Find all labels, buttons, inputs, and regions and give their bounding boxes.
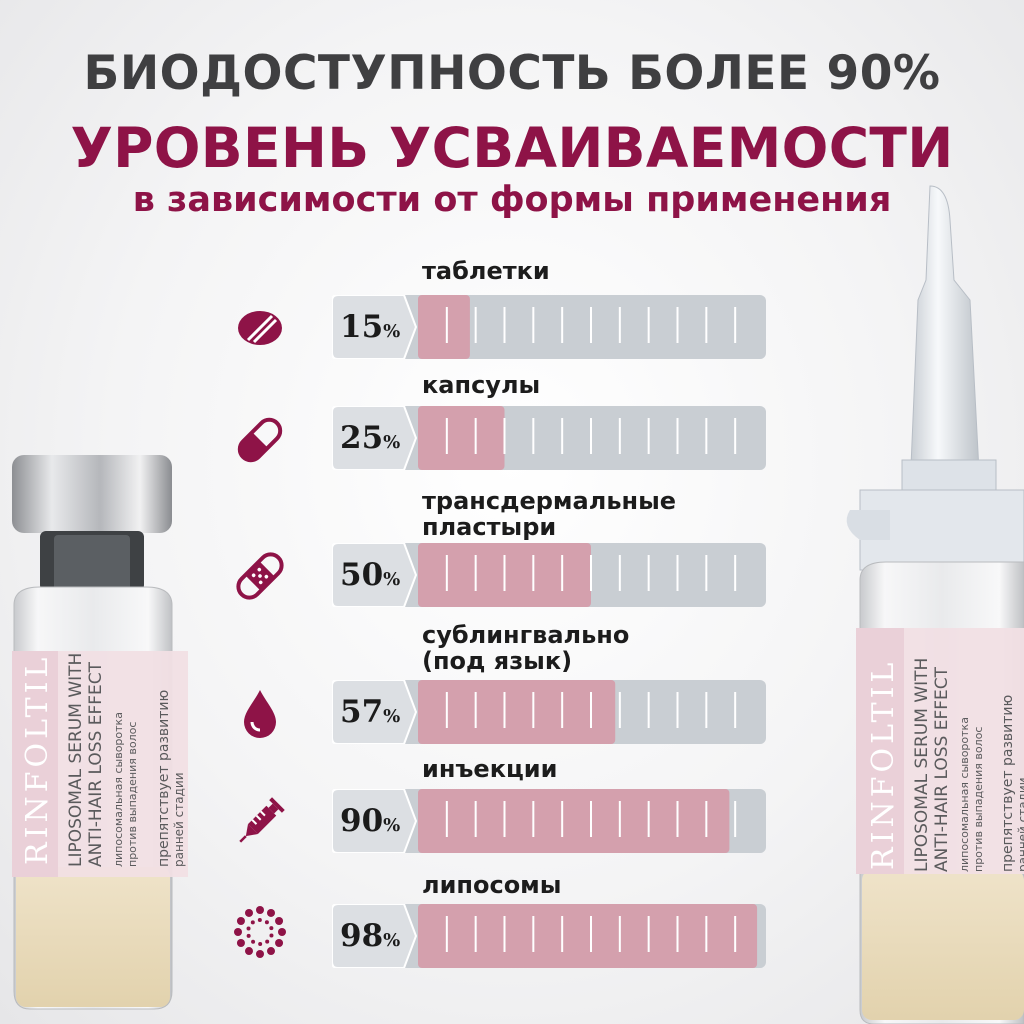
category-label-sublingual: сублингвально (под язык)	[422, 621, 630, 675]
chart-subtitle: в зависимости от формы применения	[132, 180, 892, 220]
chart-title: УРОВЕНЬ УСВАИВАЕМОСТИ	[70, 116, 954, 180]
liposome-inner-dot	[246, 933, 251, 938]
drop-icon	[232, 684, 288, 740]
liposome-outer-dot	[256, 950, 264, 958]
category-label-capsules: капсулы	[422, 371, 541, 399]
liposome-outer-dot	[245, 947, 253, 956]
pill-tablet-icon	[232, 300, 288, 356]
product-en-right-2: ANTI-HAIR LOSS EFFECT	[932, 666, 952, 872]
product-ru-left-1: липосомальная сыворотка	[112, 712, 125, 867]
liposome-inner-dot	[269, 926, 274, 931]
brand-label-right: RINFOLTIL	[866, 658, 901, 870]
liposome-outer-dot	[275, 939, 284, 947]
liposome-outer-dot	[278, 928, 286, 936]
value-label-injections: 90%	[340, 803, 401, 839]
category-label-tablets: таблетки	[422, 257, 550, 285]
bar-tablets: 15%	[331, 294, 766, 360]
bar-fill	[418, 406, 505, 470]
category-label-patches: трансдермальные пластыри	[422, 487, 677, 541]
liposome-outer-dot	[275, 917, 284, 925]
serum-vial-left: RINFOLTIL LIPOSOMAL SERUM WITH ANTI-HAIR…	[0, 455, 190, 1015]
liposome-outer-dot	[234, 928, 242, 936]
bar-fill	[418, 789, 730, 853]
bar-injections: 90%	[331, 788, 766, 854]
product-en-left-2: ANTI-HAIR LOSS EFFECT	[86, 661, 106, 867]
claim-left-1: препятствует развитию	[156, 689, 172, 867]
brand-label-left: RINFOLTIL	[20, 653, 55, 865]
value-label-liposomes: 98%	[340, 918, 401, 954]
value-label-tablets: 15%	[340, 309, 401, 345]
capsule-icon	[232, 412, 288, 468]
category-label-injections: инъекции	[422, 755, 558, 783]
product-en-right-1: LIPOSOMAL SERUM WITH	[912, 657, 932, 872]
bar-patches: 50%	[331, 542, 766, 608]
bar-fill	[418, 904, 758, 968]
liposome-inner-dot	[258, 941, 263, 946]
bar-start-chevron	[331, 788, 418, 854]
product-ru-right-1: липосомальная сыворотка	[958, 717, 971, 872]
liposome-inner-dot	[257, 918, 262, 923]
bar-fill	[418, 295, 470, 359]
bar-sublingual: 57%	[331, 679, 766, 745]
product-ru-left-2: против выпадения волос	[126, 721, 139, 867]
claim-right-1: препятствует развитию	[1000, 694, 1016, 872]
liposome-outer-dot	[256, 906, 264, 914]
liposome-outer-dot	[236, 917, 245, 925]
liposome-inner-dot	[250, 920, 255, 925]
liposome-inner-dot	[246, 926, 251, 931]
product-en-left-1: LIPOSOMAL SERUM WITH	[66, 652, 86, 867]
claim-left-2: ранней стадии	[172, 772, 186, 868]
value-label-capsules: 25%	[340, 420, 401, 456]
serum-vial-right: RINFOLTIL LIPOSOMAL SERUM WITH ANTI-HAIR…	[830, 180, 1024, 1024]
liposome-outer-dot	[236, 939, 245, 947]
headline-bioavailability: БИОДОСТУПНОСТЬ БОЛЕЕ 90%	[83, 46, 941, 101]
bar-start-chevron	[331, 405, 418, 471]
bar-fill	[418, 680, 616, 744]
liposome-inner-dot	[265, 939, 270, 944]
bar-liposomes: 98%	[331, 903, 766, 969]
liposome-inner-dot	[264, 920, 269, 925]
liposome-outer-dot	[267, 947, 275, 956]
liposome-inner-dot	[251, 939, 256, 944]
patch-icon	[232, 548, 288, 604]
liposome-icon	[232, 904, 288, 960]
bar-capsules: 25%	[331, 405, 766, 471]
value-label-patches: 50%	[340, 557, 401, 593]
claim-right-2: ранней стадии	[1016, 777, 1024, 873]
bar-start-chevron	[331, 542, 418, 608]
category-label-liposomes: липосомы	[422, 871, 562, 899]
syringe-icon	[232, 794, 288, 850]
bar-start-chevron	[331, 903, 418, 969]
bar-start-chevron	[331, 294, 418, 360]
liposome-inner-dot	[269, 933, 274, 938]
product-ru-right-2: против выпадения волос	[972, 726, 985, 872]
liposome-outer-dot	[267, 908, 275, 917]
liposome-outer-dot	[245, 908, 253, 917]
bar-start-chevron	[331, 679, 418, 745]
value-label-sublingual: 57%	[340, 694, 401, 730]
